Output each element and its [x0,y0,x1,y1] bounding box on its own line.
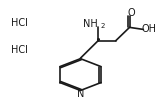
Text: O: O [127,8,135,18]
Text: HCl: HCl [11,45,27,55]
Text: HCl: HCl [11,18,27,28]
Text: N: N [77,89,84,99]
Text: 2: 2 [100,23,105,29]
Text: NH: NH [83,19,97,29]
Text: OH: OH [141,24,156,34]
